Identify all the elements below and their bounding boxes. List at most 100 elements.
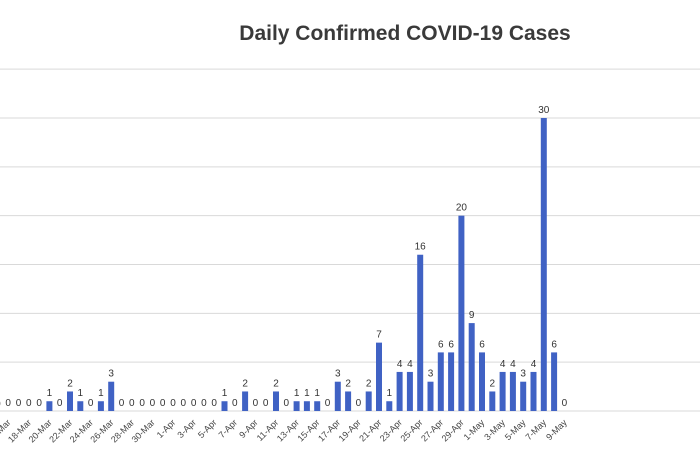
x-tick-label-17-Apr: 17-Apr bbox=[316, 417, 342, 443]
data-label-17-Mar: 0 bbox=[16, 398, 22, 409]
bar-18-Apr bbox=[345, 391, 352, 411]
x-tick-label-3-May: 3-May bbox=[482, 417, 507, 442]
data-label-22-Apr: 1 bbox=[387, 388, 393, 399]
data-label-27-Apr: 6 bbox=[438, 339, 444, 350]
bar-25-Mar bbox=[97, 401, 104, 411]
x-tick-label-23-Apr: 23-Apr bbox=[378, 417, 404, 443]
data-label-15-Apr: 1 bbox=[314, 388, 320, 399]
data-label-21-Apr: 7 bbox=[376, 330, 382, 341]
bar-24-Apr bbox=[406, 371, 413, 411]
bar-22-Apr bbox=[386, 401, 393, 411]
x-tick-label-3-Apr: 3-Apr bbox=[175, 417, 198, 440]
data-label-3-Apr: 0 bbox=[191, 398, 197, 409]
data-label-22-Mar: 2 bbox=[67, 378, 73, 389]
data-label-28-Apr: 6 bbox=[448, 339, 454, 350]
bar-23-Mar bbox=[77, 401, 84, 411]
bar-22-Mar bbox=[67, 391, 73, 411]
x-tick-label-5-Apr: 5-Apr bbox=[196, 417, 219, 440]
data-label-13-Apr: 1 bbox=[294, 388, 300, 399]
bar-3-May bbox=[499, 371, 506, 411]
bar-30-Apr bbox=[468, 323, 475, 411]
data-label-21-Mar: 0 bbox=[57, 398, 63, 409]
data-label-11-Apr: 2 bbox=[273, 378, 279, 389]
data-label-7-May: 30 bbox=[538, 105, 550, 116]
data-label-9-Apr: 0 bbox=[253, 398, 259, 409]
data-label-14-Apr: 1 bbox=[304, 388, 310, 399]
bar-20-Mar bbox=[46, 401, 53, 411]
data-label-25-Mar: 1 bbox=[98, 388, 104, 399]
bar-21-Apr bbox=[376, 342, 382, 411]
bar-26-Apr bbox=[427, 381, 434, 411]
chart-title: Daily Confirmed COVID-19 Cases bbox=[239, 22, 571, 45]
data-label-29-Apr: 20 bbox=[456, 203, 468, 214]
x-tick-label-13-Apr: 13-Apr bbox=[275, 417, 301, 443]
x-tick-label-30-Mar: 30-Mar bbox=[130, 417, 157, 444]
data-label-9-May: 0 bbox=[562, 398, 568, 409]
bar-27-Apr bbox=[437, 352, 444, 411]
bar-11-Apr bbox=[273, 391, 279, 411]
bar-20-Apr bbox=[365, 391, 372, 411]
data-label-24-Mar: 0 bbox=[88, 398, 94, 409]
data-label-31-Mar: 0 bbox=[160, 398, 166, 409]
bar-6-Apr bbox=[221, 401, 228, 411]
data-label-17-Apr: 3 bbox=[335, 369, 341, 380]
bar-2-May bbox=[489, 391, 496, 411]
data-label-26-Apr: 3 bbox=[428, 369, 434, 380]
data-label-20-Mar: 1 bbox=[47, 388, 53, 399]
data-label-6-May: 4 bbox=[531, 359, 537, 370]
data-label-4-May: 4 bbox=[510, 359, 516, 370]
bar-26-Mar bbox=[108, 381, 115, 411]
data-label: 0 bbox=[0, 399, 1, 410]
data-label-16-Mar: 0 bbox=[5, 398, 11, 409]
bar-14-Apr bbox=[303, 401, 310, 411]
x-tick-label-7-Apr: 7-Apr bbox=[217, 417, 240, 440]
data-label-19-Apr: 0 bbox=[356, 398, 362, 409]
bar-23-Apr bbox=[396, 371, 403, 411]
bar-25-Apr bbox=[417, 254, 424, 411]
data-label-8-Apr: 2 bbox=[242, 378, 248, 389]
data-label-25-Apr: 16 bbox=[415, 242, 427, 253]
bar-28-Apr bbox=[448, 352, 455, 411]
bar-29-Apr bbox=[458, 215, 465, 411]
bar-8-Apr bbox=[242, 391, 249, 411]
bar-6-May bbox=[530, 371, 537, 411]
data-label-12-Apr: 0 bbox=[284, 398, 290, 409]
x-tick-label-1-May: 1-May bbox=[462, 417, 487, 442]
x-tick-label-15-Apr: 15-Apr bbox=[295, 417, 321, 443]
bar-8-May bbox=[551, 352, 558, 411]
x-tick-label-1-Apr: 1-Apr bbox=[155, 417, 178, 440]
x-tick-label-7-May: 7-May bbox=[523, 417, 548, 442]
x-tick-label-5-May: 5-May bbox=[503, 417, 528, 442]
x-tick-label-27-Apr: 27-Apr bbox=[419, 417, 445, 443]
data-label-29-Mar: 0 bbox=[139, 398, 145, 409]
bar-4-May bbox=[509, 371, 516, 411]
data-label-18-Mar: 0 bbox=[26, 398, 32, 409]
bar-5-May bbox=[520, 381, 527, 411]
data-label-1-May: 6 bbox=[479, 339, 485, 350]
x-tick-label-19-Apr: 19-Apr bbox=[337, 417, 363, 443]
data-label-23-Mar: 1 bbox=[78, 388, 84, 399]
data-label-2-May: 2 bbox=[490, 378, 496, 389]
data-label-28-Mar: 0 bbox=[129, 398, 135, 409]
data-label-23-Apr: 4 bbox=[397, 359, 403, 370]
x-tick-label-9-May: 9-May bbox=[544, 417, 569, 442]
data-label-30-Mar: 0 bbox=[150, 398, 156, 409]
x-tick-label-21-Apr: 21-Apr bbox=[357, 417, 383, 443]
data-label-1-Apr: 0 bbox=[170, 398, 176, 409]
bar-13-Apr bbox=[293, 401, 300, 411]
x-tick-label-29-Apr: 29-Apr bbox=[440, 417, 466, 443]
data-label-18-Apr: 2 bbox=[345, 378, 351, 389]
x-tick-label-25-Apr: 25-Apr bbox=[398, 417, 424, 443]
data-label-27-Mar: 0 bbox=[119, 398, 125, 409]
data-label-24-Apr: 4 bbox=[407, 359, 413, 370]
data-label-3-May: 4 bbox=[500, 359, 506, 370]
bar-7-May bbox=[540, 118, 547, 411]
data-label-5-Apr: 0 bbox=[211, 398, 217, 409]
bar-1-May bbox=[479, 352, 485, 411]
data-label-7-Apr: 0 bbox=[232, 398, 238, 409]
data-label-6-Apr: 1 bbox=[222, 388, 228, 399]
data-label-2-Apr: 0 bbox=[181, 398, 187, 409]
data-label-16-Apr: 0 bbox=[325, 398, 331, 409]
